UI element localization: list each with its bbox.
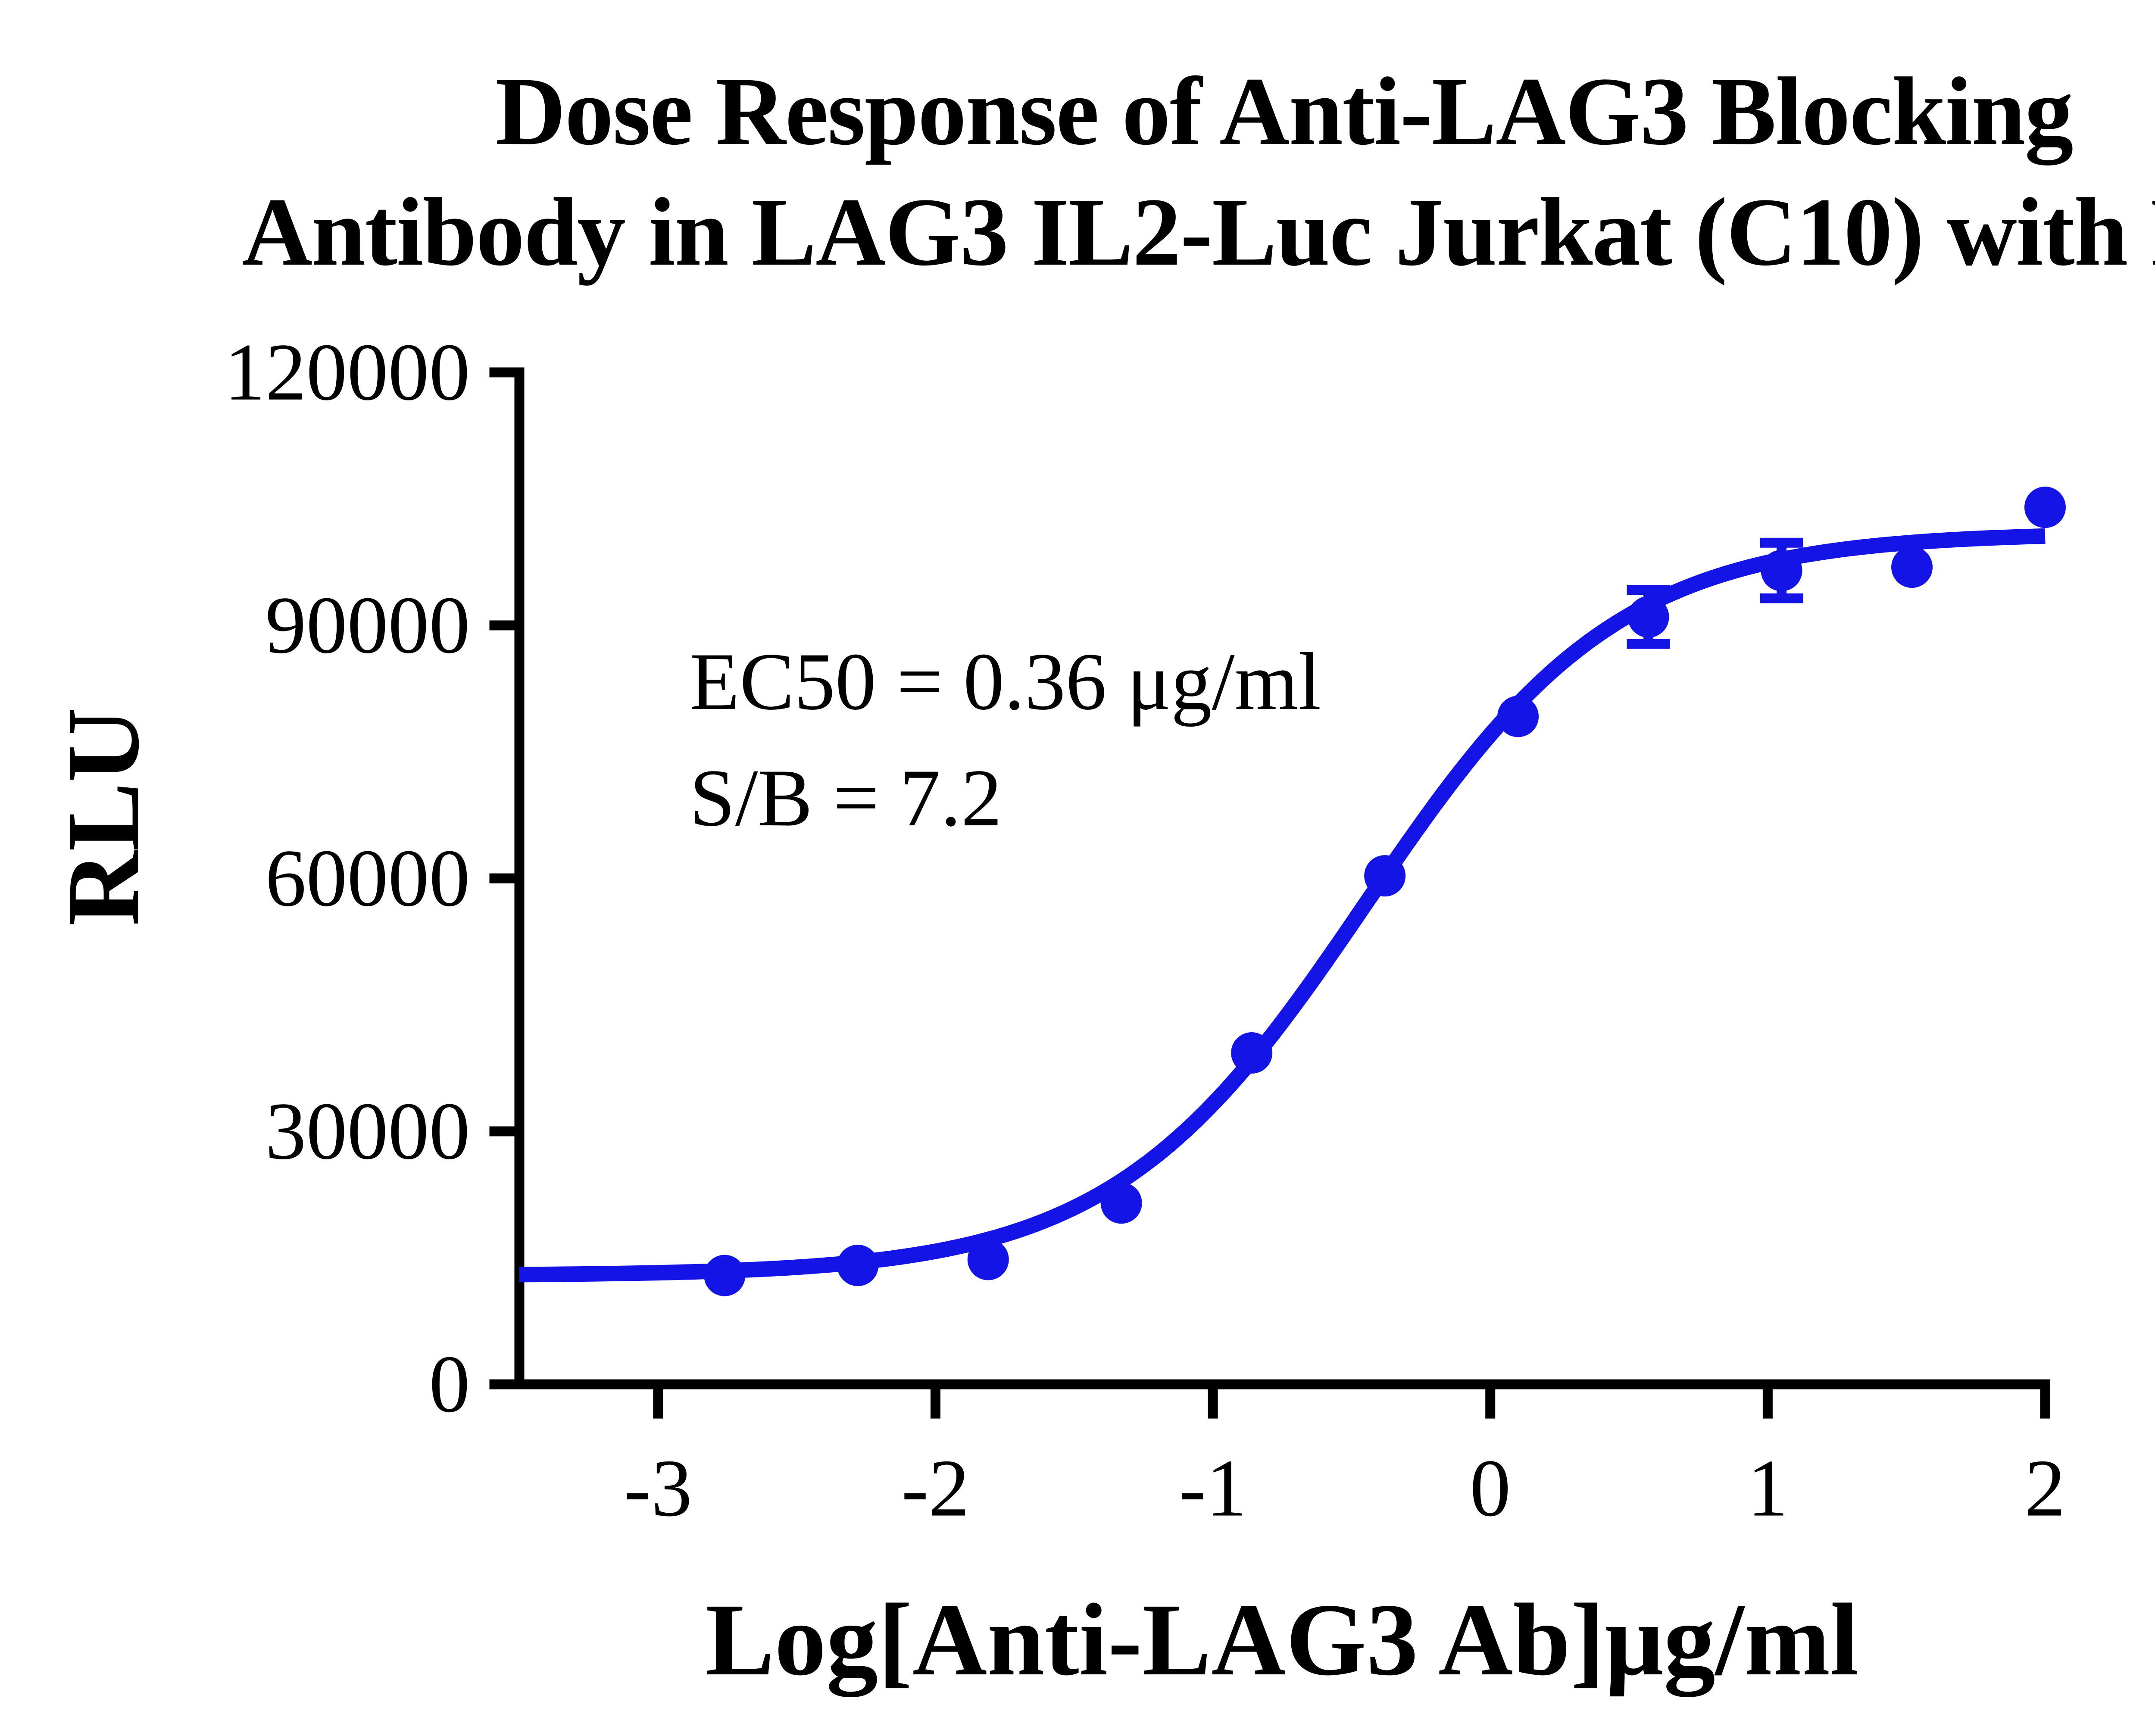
y-tick-label: 60000: [265, 833, 470, 924]
y-axis-title: RLU: [46, 708, 160, 926]
data-point-marker: [2024, 487, 2066, 528]
chart-title-line2: Antibody in LAG3 IL2-Luc Jurkat (C10) wi…: [242, 178, 2155, 286]
data-point-marker: [1231, 1032, 1273, 1074]
data-point-marker: [1891, 546, 1933, 588]
chart-title-line1: Dose Response of Anti-LAG3 Blocking: [495, 57, 2073, 165]
sb-text: S/B = 7.2: [690, 752, 1002, 843]
x-tick-label: 0: [1470, 1443, 1511, 1534]
x-tick-label: -2: [901, 1443, 969, 1534]
y-tick-label: 0: [429, 1339, 470, 1430]
data-point-marker: [1761, 550, 1802, 591]
data-point-marker: [967, 1239, 1009, 1280]
ec50-text: EC50 = 0.36 μg/ml: [690, 637, 1321, 727]
x-tick-label: -3: [624, 1443, 692, 1534]
data-point-marker: [837, 1245, 879, 1286]
axes-layer: 0 30000 60000 90000 120000 -3 -2 -1 0 1 2: [225, 327, 2066, 1534]
x-tick-label: -1: [1179, 1443, 1247, 1534]
x-tick-label: 2: [2025, 1443, 2066, 1534]
data-point-marker: [1627, 596, 1669, 638]
chart-title: Dose Response of Anti-LAG3 Blocking Anti…: [116, 51, 2155, 292]
fit-annotation: EC50 = 0.36 μg/ml S/B = 7.2: [690, 624, 1321, 857]
data-point-marker: [1364, 855, 1406, 897]
x-axis-title: Log[Anti-LAG3 Ab]μg/ml: [706, 1582, 1859, 1697]
y-tick-label: 90000: [265, 580, 470, 671]
data-point-marker: [1100, 1182, 1142, 1224]
x-tick-label: 1: [1747, 1443, 1788, 1534]
dose-response-series: [519, 487, 2066, 1296]
y-tick-label: 120000: [225, 327, 470, 418]
data-point-marker: [1497, 696, 1539, 737]
y-tick-label: 30000: [265, 1086, 470, 1177]
data-point-marker: [704, 1255, 746, 1296]
